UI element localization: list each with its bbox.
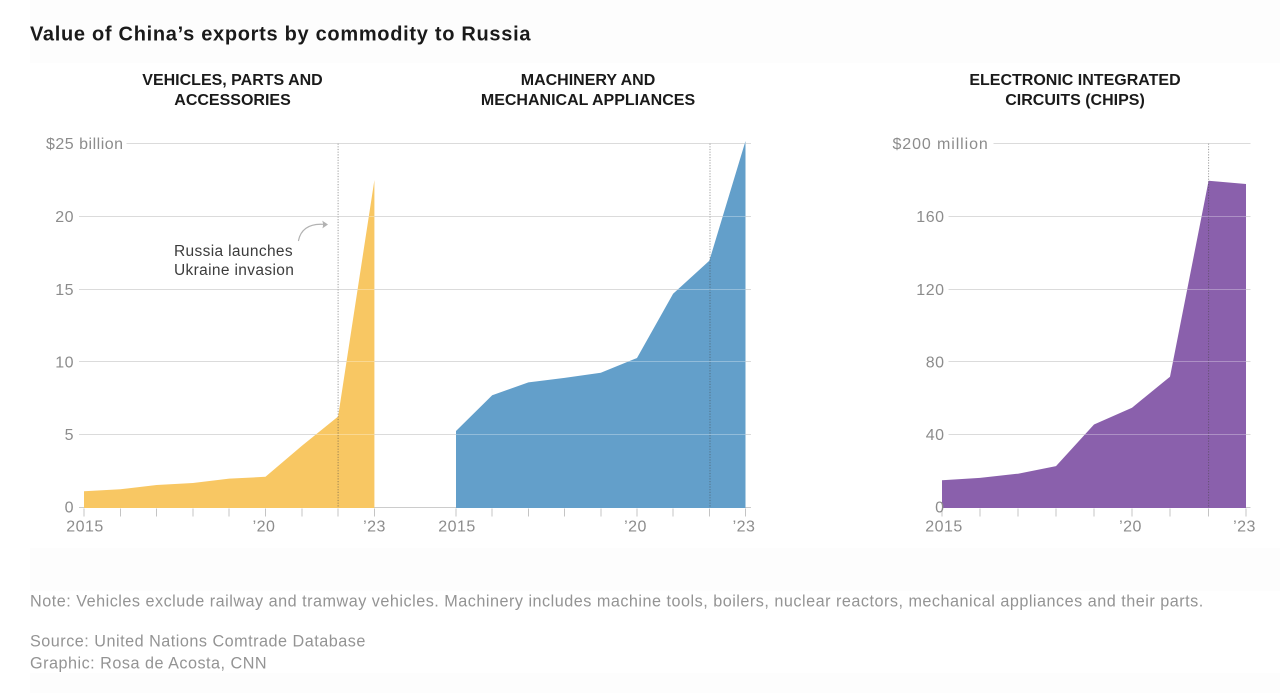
svg-text:15: 15 [55,282,74,299]
svg-text:0: 0 [65,500,74,517]
svg-text:40: 40 [926,427,945,444]
svg-text:2015: 2015 [925,519,963,536]
svg-text:80: 80 [926,355,945,372]
svg-text:Note: Vehicles exclude railway: Note: Vehicles exclude railway and tramw… [30,593,1204,611]
svg-text:Value of China’s exports by co: Value of China’s exports by commodity to… [30,24,531,46]
svg-text:Russia launches: Russia launches [174,243,293,260]
svg-text:’20: ’20 [1119,519,1142,536]
svg-text:Source: United Nations Comtrad: Source: United Nations Comtrade Database [30,633,366,651]
svg-text:20: 20 [55,209,74,226]
svg-text:CIRCUITS (CHIPS): CIRCUITS (CHIPS) [1005,92,1145,109]
svg-text:0: 0 [935,500,944,517]
svg-text:ACCESSORIES: ACCESSORIES [174,92,291,109]
svg-text:160: 160 [916,209,944,226]
svg-text:$200 million: $200 million [893,136,989,153]
svg-text:5: 5 [65,427,74,444]
svg-text:Ukraine invasion: Ukraine invasion [174,262,294,279]
svg-text:’23: ’23 [363,519,386,536]
svg-text:’20: ’20 [253,519,276,536]
svg-text:’23: ’23 [1233,519,1256,536]
svg-text:’20: ’20 [624,519,647,536]
svg-text:120: 120 [916,282,944,299]
svg-text:’23: ’23 [733,519,756,536]
svg-text:MACHINERY AND: MACHINERY AND [521,72,656,89]
svg-text:10: 10 [55,355,74,372]
svg-text:$25 billion: $25 billion [46,136,124,153]
svg-text:2015: 2015 [438,519,476,536]
svg-text:Graphic: Rosa de Acosta, CNN: Graphic: Rosa de Acosta, CNN [30,655,267,673]
svg-text:VEHICLES, PARTS AND: VEHICLES, PARTS AND [142,72,322,89]
svg-text:2015: 2015 [66,519,104,536]
svg-text:ELECTRONIC INTEGRATED: ELECTRONIC INTEGRATED [969,72,1180,89]
svg-text:MECHANICAL APPLIANCES: MECHANICAL APPLIANCES [481,92,696,109]
